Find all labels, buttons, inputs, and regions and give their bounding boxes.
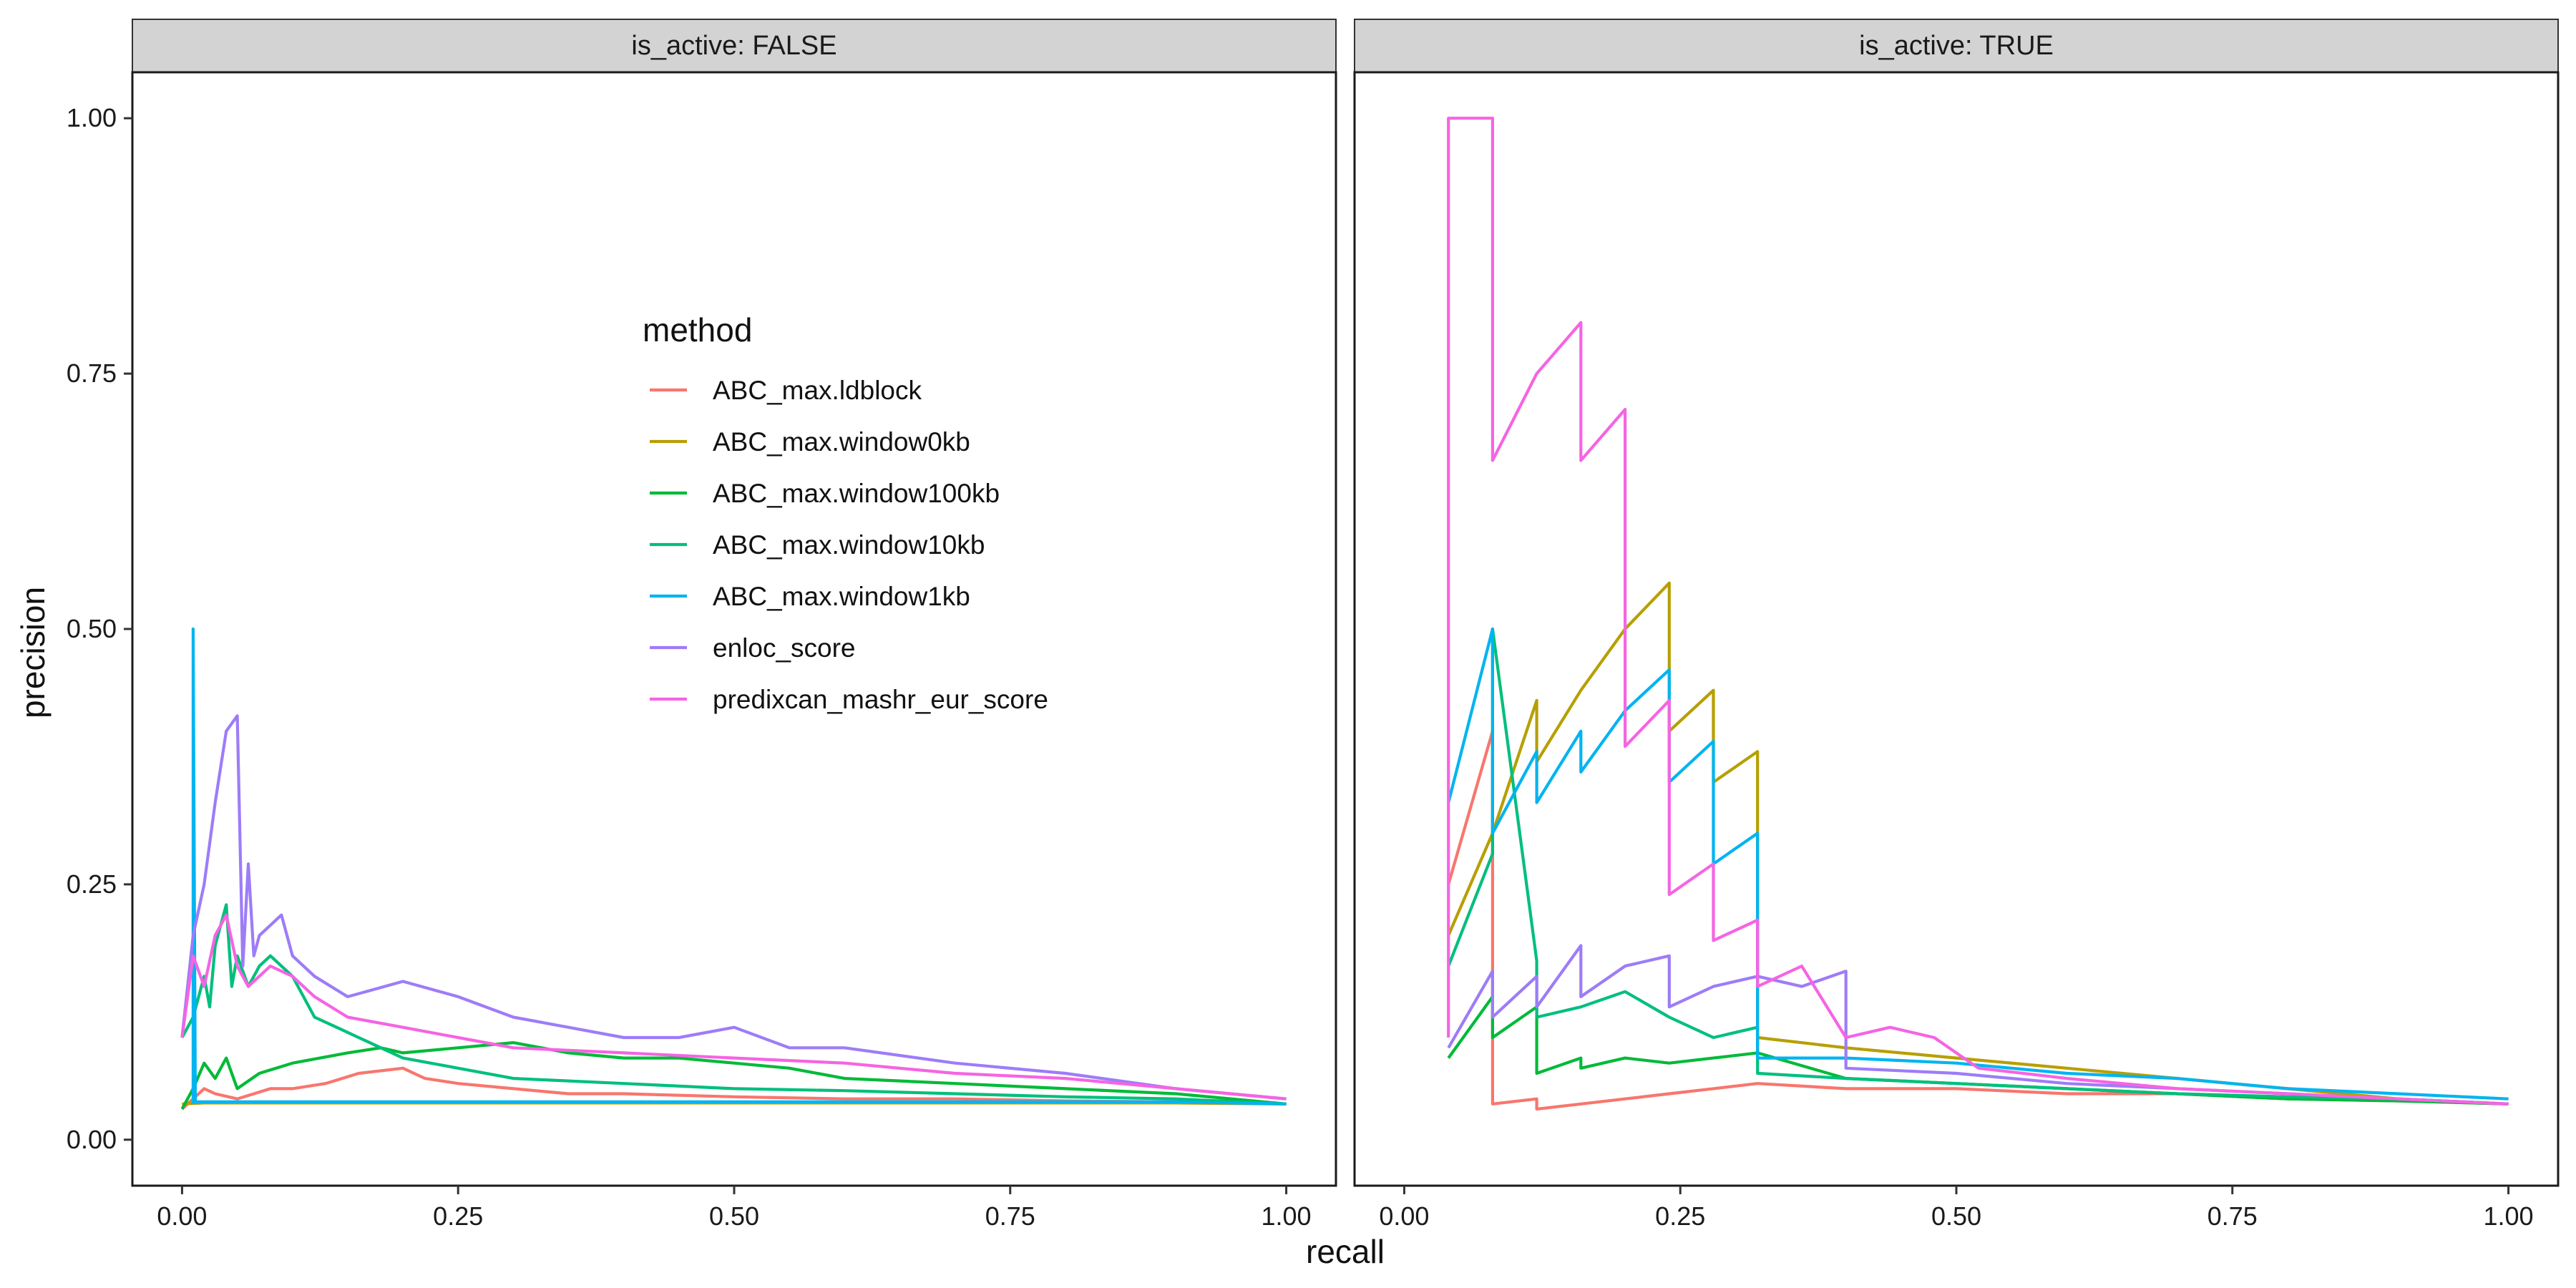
series-line-abc-max-ldblock (180, 1066, 1287, 1111)
legend-entry-label: ABC_max.window1kb (713, 582, 970, 611)
panel-series (180, 627, 1287, 1111)
legend-entry-label: enloc_score (713, 633, 856, 663)
legend-entry-label: ABC_max.window0kb (713, 427, 970, 457)
legend-entries: ABC_max.ldblock ABC_max.window0kb ABC_max.… (650, 376, 1048, 714)
x-tick-label: 0.50 (1931, 1201, 1981, 1231)
panel-series (1447, 117, 2509, 1111)
y-axis-ticks: 0.00 0.25 0.50 0.75 1.00 (67, 103, 132, 1154)
panel-border (131, 71, 1337, 1187)
x-tick-label: 0.00 (1379, 1201, 1429, 1231)
strip-label: is_active: TRUE (1859, 31, 2054, 61)
x-tick-label: 1.00 (1262, 1201, 1312, 1231)
panel-ticks: 0.00 0.25 0.50 0.75 1.00 (157, 1186, 1312, 1231)
legend: method ABC_max.ldblockABC_max.window0kbA… (643, 311, 1048, 714)
x-tick-label: 0.75 (2207, 1201, 2258, 1231)
y-axis-title: precision (14, 587, 52, 718)
panel-is-active-true: is_active: TRUE 0.00 0.25 0.50 0.75 1.00 (1353, 19, 2560, 1231)
strip-background (1354, 19, 2559, 73)
legend-entry-label: predixcan_mashr_eur_score (713, 685, 1048, 714)
x-tick-label: 0.25 (1655, 1201, 1705, 1231)
y-tick-label: 0.00 (67, 1125, 117, 1154)
series-line-predixcan-mashr-eur-score (180, 913, 1287, 1101)
x-tick-label: 0.75 (985, 1201, 1035, 1231)
series-line-abc-max-window10kb (1447, 627, 2509, 1106)
legend-entry-label: ABC_max.ldblock (713, 376, 922, 405)
strip-label: is_active: FALSE (631, 31, 836, 61)
y-tick-label: 0.50 (67, 614, 117, 643)
series-line-enloc-score (180, 714, 1287, 1101)
legend-entry-label: ABC_max.window10kb (713, 530, 985, 560)
legend-title: method (643, 311, 752, 348)
series-line-abc-max-window1kb (191, 627, 1287, 1106)
y-tick-label: 0.75 (67, 358, 117, 388)
y-tick-label: 1.00 (67, 103, 117, 132)
legend-entry-label: ABC_max.window100kb (713, 479, 1000, 508)
strip-background (132, 19, 1337, 73)
x-tick-label: 0.25 (433, 1201, 483, 1231)
y-tick-label: 0.25 (67, 869, 117, 899)
panel-is-active-false: is_active: FALSE 0.00 0.25 0.50 0.75 1.00 (131, 19, 1337, 1231)
x-tick-label: 1.00 (2484, 1201, 2534, 1231)
series-line-enloc-score (1447, 944, 2509, 1106)
series-line-predixcan-mashr-eur-score (1447, 117, 2509, 1106)
x-tick-label: 0.00 (157, 1201, 207, 1231)
x-tick-label: 0.50 (709, 1201, 759, 1231)
panel-border (1353, 71, 2560, 1187)
series-line-abc-max-window1kb (1447, 627, 2509, 1101)
series-line-abc-max-window10kb (180, 903, 1287, 1106)
x-axis-title: recall (1306, 1233, 1385, 1270)
series-line-abc-max-window100kb (180, 1040, 1287, 1110)
panel-ticks: 0.00 0.25 0.50 0.75 1.00 (1379, 1186, 2534, 1231)
